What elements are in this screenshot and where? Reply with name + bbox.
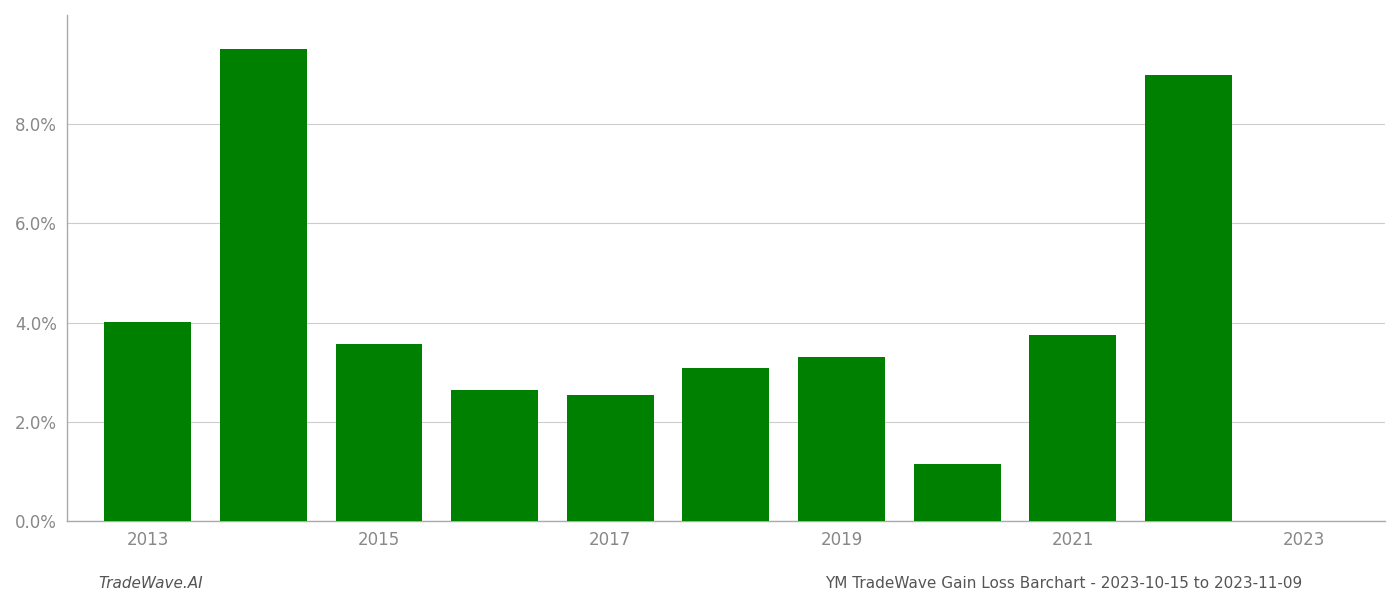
Bar (1145, 74, 1232, 521)
Bar (220, 49, 307, 521)
Bar (336, 344, 423, 521)
Bar (682, 368, 769, 521)
Bar (451, 390, 538, 521)
Text: TradeWave.AI: TradeWave.AI (98, 576, 203, 591)
Bar (914, 464, 1001, 521)
Bar (798, 358, 885, 521)
Bar (105, 322, 190, 521)
Bar (567, 395, 654, 521)
Bar (1029, 335, 1116, 521)
Text: YM TradeWave Gain Loss Barchart - 2023-10-15 to 2023-11-09: YM TradeWave Gain Loss Barchart - 2023-1… (825, 576, 1302, 591)
